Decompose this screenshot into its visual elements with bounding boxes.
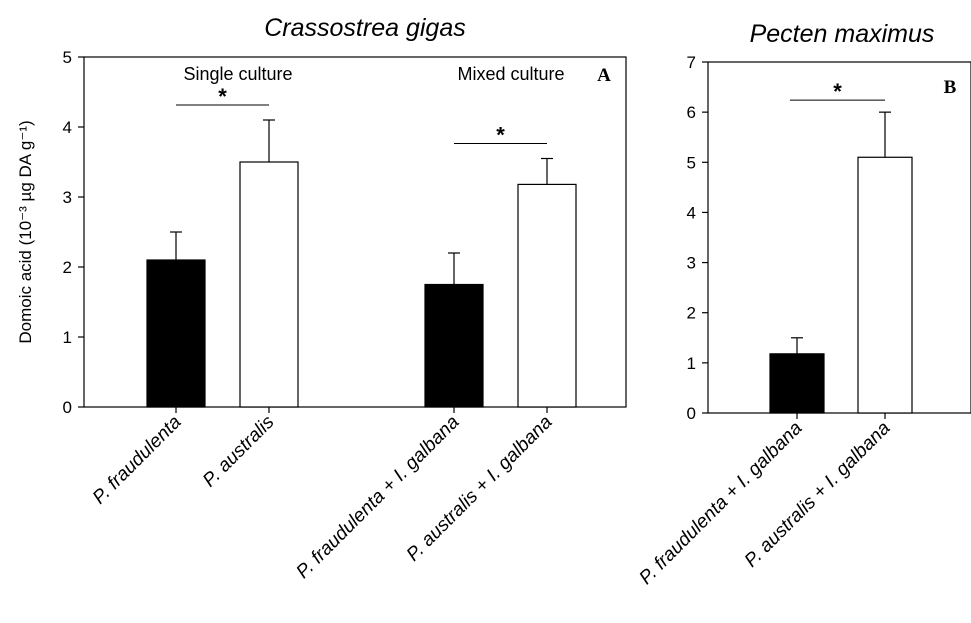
panel-a-bar <box>424 283 484 408</box>
panel-a-category-label: P. fraudulenta + I. galbana <box>292 412 463 583</box>
panel-b-y-tick-label: 1 <box>687 354 696 373</box>
panel-b-bar <box>769 353 825 414</box>
panel-b-y-tick-label: 5 <box>687 153 696 172</box>
panel-a-title: Crassostrea gigas <box>264 14 465 42</box>
panel-a-bar <box>239 161 299 408</box>
panel-b-category-label: P. australis + I. galbana <box>741 418 895 572</box>
panel-b-bar <box>857 156 913 414</box>
panel-a-bar <box>146 259 206 408</box>
panel-b-axes-frame <box>707 61 971 414</box>
panel-b-category-label: P. fraudulenta + I. galbana <box>635 418 806 589</box>
panel-b-y-tick-label: 3 <box>687 254 696 273</box>
panel-b-y-tick-label: 2 <box>687 304 696 323</box>
group-label-mixed: Mixed culture <box>457 64 564 84</box>
panel-b-y-tick-label: 7 <box>687 53 696 72</box>
panel-b-title: Pecten maximus <box>750 20 935 48</box>
panel-b-label: B <box>944 77 957 98</box>
panel-a-y-tick-label: 2 <box>63 258 72 277</box>
panel-a-y-tick-label: 4 <box>63 118 72 137</box>
panel-b-y-tick-label: 4 <box>687 203 696 222</box>
panel-a-y-tick-label: 0 <box>63 398 72 417</box>
panel-b-significance-star: * <box>833 79 842 104</box>
panel-a-significance-star: * <box>218 84 227 109</box>
group-label-single: Single culture <box>183 64 292 84</box>
y-axis-label: Domoic acid (10⁻³ µg DA g⁻¹) <box>16 120 35 343</box>
panel-a-significance-star: * <box>496 123 505 148</box>
panel-a-label: A <box>597 65 611 86</box>
panel-a-bar <box>517 183 577 408</box>
panel-b-y-tick-label: 0 <box>687 404 696 423</box>
panel-a-y-tick-label: 3 <box>63 188 72 207</box>
panel-a-category-label: P. australis <box>199 411 279 491</box>
panel-a-y-tick-label: 1 <box>63 328 72 347</box>
panel-a-y-tick-label: 5 <box>63 48 72 67</box>
panel-a-category-label: P. fraudulenta <box>89 412 186 509</box>
panel-b-y-tick-label: 6 <box>687 103 696 122</box>
panel-a-axes-frame <box>83 56 627 408</box>
